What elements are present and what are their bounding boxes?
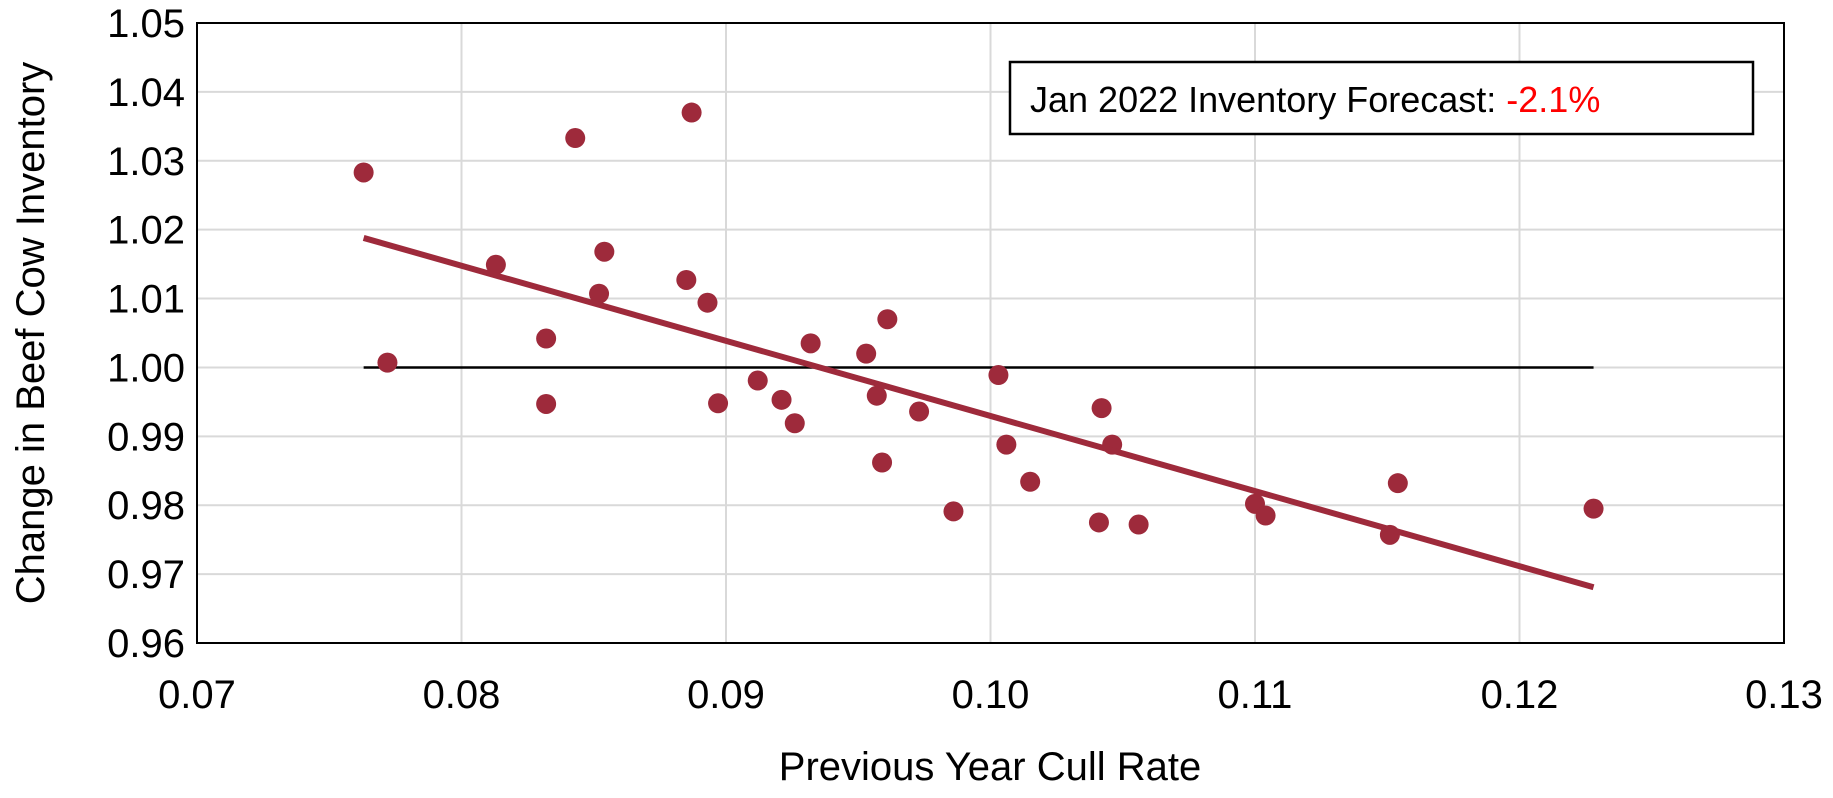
y-tick-label: 0.96 bbox=[107, 622, 185, 666]
point bbox=[856, 343, 877, 364]
x-tick-label: 0.07 bbox=[158, 673, 236, 717]
x-tick-label: 0.08 bbox=[423, 673, 501, 717]
point bbox=[485, 254, 506, 275]
annotation-box bbox=[1008, 60, 1755, 136]
y-tick-label: 0.97 bbox=[107, 553, 185, 597]
point bbox=[943, 501, 964, 522]
trend-line bbox=[362, 235, 1595, 591]
y-tick-label: 0.99 bbox=[107, 415, 185, 459]
point bbox=[996, 434, 1017, 455]
x-axis-label: Previous Year Cull Rate bbox=[779, 745, 1201, 789]
point bbox=[377, 352, 398, 373]
x-tick-label: 0.09 bbox=[687, 673, 765, 717]
point bbox=[353, 162, 374, 183]
annotation-highlight: -2.1% bbox=[1506, 79, 1600, 120]
y-tick-label: 1.00 bbox=[107, 346, 185, 390]
point bbox=[1387, 473, 1408, 494]
point bbox=[988, 365, 1009, 386]
point bbox=[1255, 505, 1276, 526]
point bbox=[1091, 398, 1112, 419]
point bbox=[1583, 498, 1604, 519]
y-tick-label: 0.98 bbox=[107, 484, 185, 528]
point bbox=[877, 309, 898, 330]
point bbox=[872, 452, 893, 473]
point bbox=[771, 389, 792, 410]
x-tick-label: 0.11 bbox=[1218, 673, 1293, 717]
point bbox=[1128, 514, 1149, 535]
y-tick-label: 1.05 bbox=[107, 2, 185, 46]
y-tick-label: 1.04 bbox=[107, 71, 185, 115]
y-axis-label: Change in Beef Cow Inventory bbox=[9, 62, 53, 605]
point bbox=[708, 393, 729, 414]
x-tick-label: 0.12 bbox=[1481, 673, 1559, 717]
point bbox=[1088, 512, 1109, 533]
y-tick-label: 1.03 bbox=[107, 140, 185, 184]
point bbox=[1020, 471, 1041, 492]
y-tick-label: 1.01 bbox=[107, 278, 185, 322]
point bbox=[676, 269, 697, 290]
point bbox=[784, 413, 805, 434]
point bbox=[594, 241, 615, 262]
point bbox=[909, 401, 930, 422]
point bbox=[697, 292, 718, 313]
point bbox=[536, 328, 557, 349]
x-tick-label: 0.13 bbox=[1745, 673, 1823, 717]
annotation: Jan 2022 Inventory Forecast: -2.1% bbox=[1030, 79, 1600, 120]
point bbox=[565, 128, 586, 149]
point bbox=[536, 393, 557, 414]
y-tick-label: 1.02 bbox=[107, 209, 185, 253]
point bbox=[589, 283, 610, 304]
plot-frame bbox=[196, 22, 1785, 644]
point bbox=[800, 333, 821, 354]
point bbox=[866, 385, 887, 406]
point bbox=[747, 370, 768, 391]
point bbox=[681, 102, 702, 123]
x-tick-label: 0.10 bbox=[952, 673, 1030, 717]
annotation-text: Jan 2022 Inventory Forecast: bbox=[1030, 79, 1496, 120]
